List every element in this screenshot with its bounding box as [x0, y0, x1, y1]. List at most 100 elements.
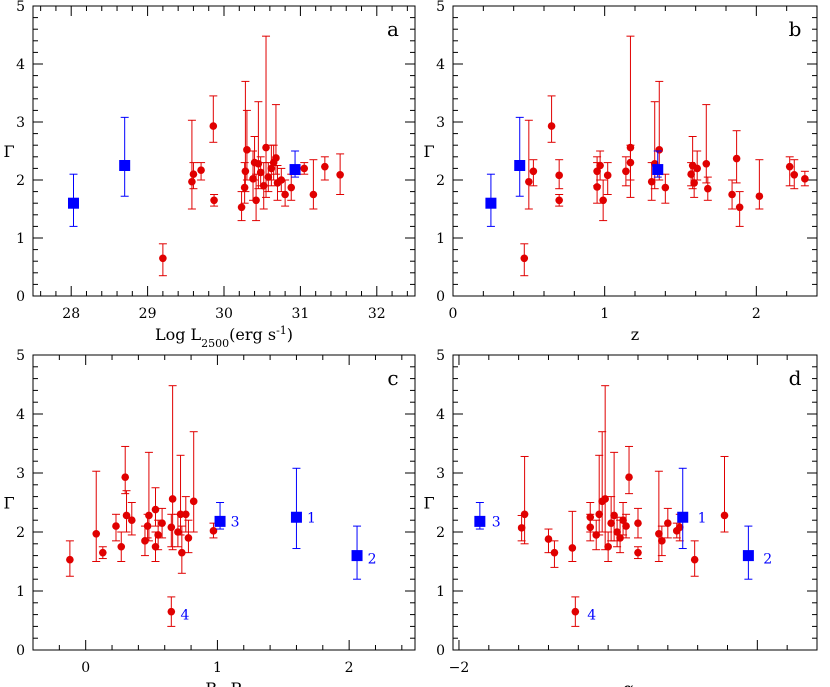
- square-label: 2: [368, 552, 377, 568]
- y-tick-label: 3: [436, 115, 445, 131]
- data-point: [287, 183, 296, 192]
- panel-letter: c: [387, 366, 398, 390]
- panel-a: 0 1 2 3 4 5 28 29 30 31 32 Γ Log L2500(erg s-1) a: [3, 0, 416, 350]
- square-marker: [474, 515, 486, 527]
- y-tick-label: 3: [16, 466, 25, 482]
- data-point: [159, 254, 167, 263]
- data-point: [607, 519, 615, 527]
- data-point: [209, 122, 218, 130]
- y-tick-label: 1: [16, 584, 25, 600]
- data-point: [790, 170, 799, 179]
- data-point: [634, 548, 642, 557]
- square-marker: [214, 515, 226, 527]
- data-point: [604, 542, 612, 551]
- square-label: 2: [763, 552, 772, 568]
- data-point: [321, 162, 329, 171]
- y-tick-label: 1: [16, 231, 25, 247]
- data-point: [634, 519, 642, 527]
- y-tick-label: 2: [436, 173, 445, 189]
- data-point: [586, 523, 595, 532]
- y-axis-label: Γ: [3, 142, 14, 161]
- data-point: [593, 167, 601, 176]
- data-point: [801, 175, 809, 183]
- x-tick-label: 30: [215, 306, 233, 322]
- data-point: [237, 203, 246, 212]
- data-point: [571, 607, 580, 616]
- data-point: [209, 527, 218, 535]
- x-tick-label: 2: [345, 660, 354, 676]
- x-tick-label: 0: [81, 660, 90, 676]
- data-point: [127, 516, 136, 524]
- square-marker: [351, 550, 363, 562]
- data-point: [184, 534, 193, 542]
- data-point: [151, 542, 160, 551]
- data-point: [655, 146, 664, 154]
- y-tick-label: 4: [16, 57, 25, 73]
- square-marker: [485, 197, 497, 209]
- x-axis-label-part-sub: 2500: [201, 337, 229, 350]
- data-point: [613, 528, 621, 536]
- x-tick-label: 2: [752, 306, 761, 322]
- square-marker: [652, 164, 664, 176]
- square-label: 1: [698, 510, 707, 526]
- x-axis-label-part: z: [631, 325, 639, 344]
- data-point: [720, 511, 729, 520]
- data-point: [92, 529, 101, 538]
- data-point: [704, 184, 712, 193]
- x-tick-label: 28: [62, 306, 80, 322]
- y-tick-label: 3: [16, 115, 25, 131]
- data-point: [99, 548, 107, 557]
- data-point: [309, 190, 318, 199]
- data-point: [601, 495, 609, 503]
- data-point: [675, 523, 684, 532]
- data-point: [755, 192, 764, 201]
- data-point: [555, 196, 563, 205]
- data-point: [241, 167, 250, 176]
- data-point: [151, 505, 160, 514]
- data-point: [189, 497, 198, 506]
- y-tick-label: 4: [16, 407, 25, 423]
- y-axis-label: Γ: [423, 142, 434, 161]
- y-tick-label: 0: [436, 289, 445, 305]
- data-point: [145, 511, 153, 520]
- data-point: [122, 511, 131, 520]
- square-label: 4: [587, 608, 596, 624]
- data-point: [525, 177, 533, 186]
- data-point: [622, 522, 630, 530]
- square-marker: [514, 160, 526, 171]
- data-point: [117, 542, 126, 551]
- y-tick-label: 2: [436, 525, 445, 541]
- data-point: [158, 519, 166, 527]
- data-point: [188, 177, 196, 186]
- data-point: [240, 183, 249, 192]
- data-point: [596, 161, 604, 170]
- y-tick-label: 0: [436, 643, 445, 659]
- data-point: [167, 607, 176, 616]
- square-marker: [119, 160, 131, 171]
- data-point: [197, 166, 205, 174]
- data-point: [599, 196, 607, 205]
- square-label: 3: [231, 514, 240, 530]
- data-point: [568, 544, 577, 552]
- panel-c: 012345012ΓB−Rc3124: [3, 348, 416, 687]
- data-point: [647, 177, 656, 186]
- data-point: [272, 154, 280, 162]
- data-point: [182, 510, 190, 519]
- data-point: [168, 495, 177, 503]
- data-point: [520, 254, 529, 263]
- y-tick-label: 4: [436, 57, 445, 73]
- data-point: [593, 183, 601, 191]
- x-axis-label-part: Log L: [155, 325, 202, 344]
- x-tick-label: 32: [368, 306, 386, 322]
- data-point: [174, 528, 182, 536]
- panel-d: 0 1 2 3 4 5 −2 Γαox d 3 1 2 4: [423, 348, 818, 687]
- y-tick-label: 2: [16, 173, 25, 189]
- data-point: [626, 158, 635, 167]
- y-tick-label: 2: [16, 525, 25, 541]
- data-point: [616, 534, 624, 542]
- data-point: [555, 171, 563, 180]
- panel-letter: a: [387, 17, 399, 41]
- square-label: 3: [492, 514, 501, 530]
- x-axis-label-part-end: ): [287, 325, 293, 344]
